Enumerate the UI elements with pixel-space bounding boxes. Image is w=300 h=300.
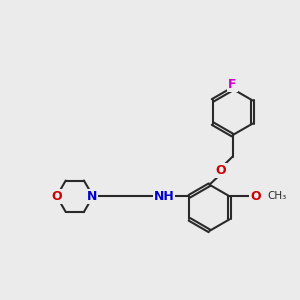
Text: N: N [87,190,97,203]
Text: NH: NH [154,190,174,203]
Text: CH₃: CH₃ [268,191,287,201]
Text: O: O [51,190,62,203]
Text: O: O [250,190,260,203]
Text: O: O [216,164,226,177]
Text: F: F [228,78,237,91]
